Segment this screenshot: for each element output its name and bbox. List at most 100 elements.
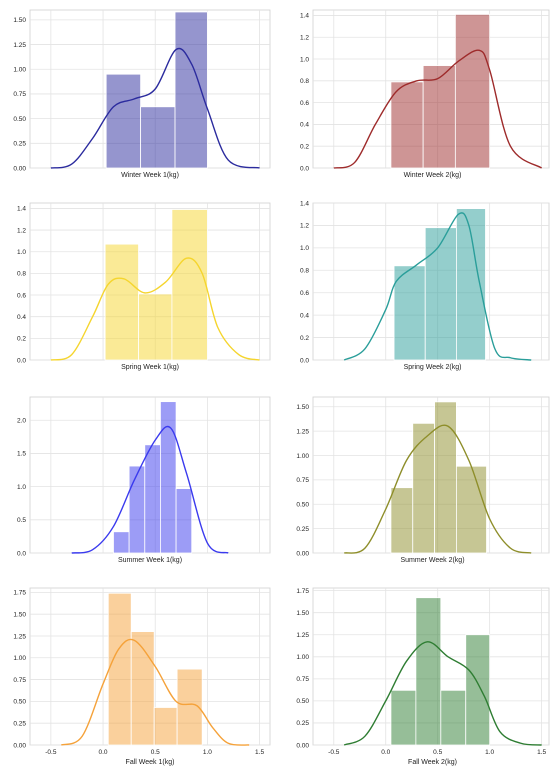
y-tick-label: 1.00 (13, 655, 26, 662)
y-tick-label: 1.25 (13, 633, 26, 640)
y-tick-label: 0.2 (300, 335, 309, 342)
y-tick-label: 0.2 (17, 336, 26, 343)
subplot: 0.0 0.2 0.4 0.6 0.8 1.0 1.2 1.4 Spring Week 2(kg… (300, 200, 550, 371)
y-tick-label: 0.75 (13, 677, 26, 684)
histogram-bar (422, 65, 456, 169)
histogram-bar (113, 531, 130, 554)
y-tick-label: 0.75 (296, 676, 309, 683)
x-axis-label: Winter Week 1(kg) (121, 172, 179, 179)
x-tick-label: 1.0 (203, 749, 212, 756)
kde-line (343, 212, 532, 361)
histogram-bar (412, 422, 435, 554)
histogram-bar (390, 81, 424, 169)
histogram-bar (390, 689, 417, 746)
x-axis-label: Spring Week 2(kg) (404, 364, 462, 371)
kde-line (333, 49, 543, 169)
y-tick-label: 0.0 (300, 165, 309, 172)
y-tick-label: 1.0 (17, 484, 26, 491)
y-tick-label: 1.50 (13, 611, 26, 618)
y-tick-label: 1.2 (17, 227, 26, 234)
y-tick-label: 0.00 (13, 165, 26, 172)
histogram-bar (140, 106, 176, 169)
y-tick-label: 0.4 (17, 314, 26, 321)
y-tick-label: 1.4 (300, 200, 309, 207)
y-tick-label: 0.6 (17, 292, 26, 299)
histogram-bar (455, 465, 487, 554)
y-tick-label: 1.2 (300, 223, 309, 230)
y-tick-label: 2.0 (17, 418, 26, 425)
y-tick-label: 0.4 (300, 312, 309, 319)
y-tick-label: 1.0 (300, 245, 309, 252)
histogram-bar (104, 243, 139, 361)
x-tick-label: -0.5 (328, 749, 340, 756)
histogram-bar (144, 444, 161, 554)
x-tick-label: 1.0 (485, 749, 494, 756)
x-tick-label: 0.5 (433, 749, 442, 756)
histogram-bar (171, 209, 208, 361)
y-tick-label: 1.25 (296, 632, 309, 639)
y-tick-label: 1.0 (17, 249, 26, 256)
x-tick-label: 0.5 (151, 749, 160, 756)
y-tick-label: 0.00 (296, 550, 309, 557)
histogram-bar (160, 401, 177, 554)
y-tick-label: 1.75 (13, 590, 26, 597)
y-tick-label: 1.00 (13, 67, 26, 74)
histogram-bar (130, 631, 155, 746)
y-tick-label: 1.25 (13, 42, 26, 49)
histogram-bar (128, 465, 146, 554)
y-tick-label: 0.0 (17, 357, 26, 364)
y-tick-label: 0.4 (300, 122, 309, 129)
histogram-bar (415, 597, 442, 746)
y-tick-label: 0.0 (300, 357, 309, 364)
y-tick-label: 0.25 (13, 720, 26, 727)
y-tick-label: 1.0 (300, 56, 309, 63)
y-tick-label: 0.50 (13, 699, 26, 706)
y-tick-label: 1.75 (296, 588, 309, 595)
y-tick-label: 1.50 (296, 404, 309, 411)
subplot: 0.0 0.5 1.0 1.5 2.0 Summer Week 1(kg) (17, 396, 271, 564)
y-tick-label: 1.5 (17, 451, 26, 458)
y-tick-label: 0.8 (300, 78, 309, 85)
histogram-bar (454, 13, 491, 169)
y-tick-label: 0.25 (296, 720, 309, 727)
histogram-bar (138, 293, 173, 361)
x-axis-label: Summer Week 1(kg) (118, 557, 182, 564)
histogram-bar (424, 227, 457, 361)
subplot: 0.00 0.25 0.50 0.75 1.00 1.25 1.50 Winter Week … (13, 9, 271, 179)
y-tick-label: 1.4 (17, 206, 26, 213)
y-tick-label: 0.50 (296, 502, 309, 509)
x-axis-label: Spring Week 1(kg) (121, 364, 179, 371)
x-tick-label: -0.5 (45, 749, 57, 756)
y-tick-label: 1.25 (296, 428, 309, 435)
y-tick-label: 1.00 (296, 453, 309, 460)
histogram-bar (153, 707, 178, 746)
y-tick-label: 0.75 (296, 477, 309, 484)
kde-line (343, 641, 542, 746)
histogram-bar (107, 592, 132, 746)
histogram-bar (105, 73, 142, 169)
histogram-bar (390, 487, 414, 554)
y-tick-label: 1.2 (300, 35, 309, 42)
subplot: 0.00 0.25 0.50 0.75 1.00 1.25 1.50 1.75 -0.5 0.0 0… (296, 587, 550, 766)
kde-line (71, 425, 229, 554)
x-axis-label: Summer Week 2(kg) (400, 557, 464, 564)
y-tick-label: 0.50 (296, 698, 309, 705)
histogram-bar (393, 265, 426, 361)
kde-line (61, 638, 250, 746)
histogram-bar (434, 401, 457, 554)
subplot: 0.00 0.25 0.50 0.75 1.00 1.25 1.50 Summer Week … (296, 396, 550, 564)
y-tick-label: 0.0 (17, 550, 26, 557)
x-tick-label: 1.5 (255, 749, 264, 756)
histogram-bar (440, 689, 467, 746)
y-tick-label: 1.50 (13, 17, 26, 24)
y-tick-label: 0.50 (13, 116, 26, 123)
y-tick-label: 0.6 (300, 290, 309, 297)
y-tick-label: 1.00 (296, 654, 309, 661)
y-tick-label: 0.5 (17, 517, 26, 524)
x-axis-label: Winter Week 2(kg) (404, 172, 462, 179)
kde-line (50, 47, 260, 169)
y-tick-label: 0.25 (296, 526, 309, 533)
kde-line (50, 257, 260, 361)
histogram-bar (465, 634, 491, 746)
